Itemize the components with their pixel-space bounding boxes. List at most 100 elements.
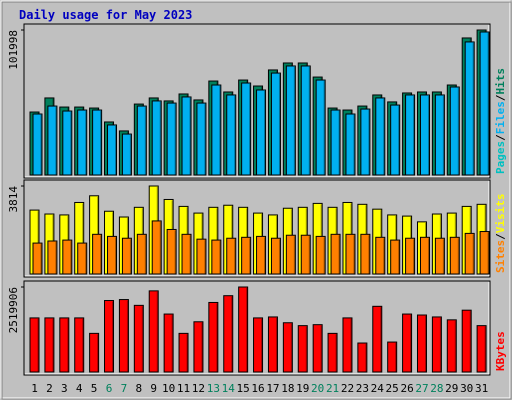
bar xyxy=(282,322,293,373)
bar xyxy=(419,236,430,275)
x-tick-label: 10 xyxy=(162,382,175,395)
x-tick-label: 14 xyxy=(222,382,236,395)
x-tick-label: 16 xyxy=(251,382,264,395)
bar xyxy=(434,94,445,176)
bar xyxy=(29,317,40,373)
bar xyxy=(118,299,129,373)
x-tick-label: 12 xyxy=(192,382,205,395)
bar xyxy=(256,235,267,275)
bar xyxy=(151,220,162,275)
bar xyxy=(238,286,249,373)
bar xyxy=(330,233,341,275)
bar xyxy=(390,104,401,176)
chart-title: Daily usage for May 2023 xyxy=(19,8,192,22)
bar xyxy=(375,97,386,176)
bar xyxy=(92,233,103,275)
bar xyxy=(181,233,192,275)
bar xyxy=(449,236,460,275)
bar xyxy=(136,105,147,176)
x-tick-label: 18 xyxy=(281,382,294,395)
x-tick-label: 4 xyxy=(76,382,83,395)
x-tick-label: 17 xyxy=(266,382,279,395)
legend-entry: Files xyxy=(494,101,507,134)
bar xyxy=(166,228,177,275)
bar xyxy=(47,105,58,176)
bar xyxy=(226,237,237,275)
bar xyxy=(479,231,490,275)
bar xyxy=(327,332,338,373)
x-tick-label: 27 xyxy=(415,382,428,395)
x-tick-label: 25 xyxy=(386,382,399,395)
bar xyxy=(193,321,204,373)
legend: Sites/Visits xyxy=(494,194,507,274)
bar xyxy=(419,94,430,176)
bar xyxy=(360,233,371,275)
bar xyxy=(464,232,475,275)
x-tick-label: 28 xyxy=(430,382,443,395)
bar xyxy=(178,332,189,373)
bar xyxy=(77,242,88,275)
legend-entry: Pages xyxy=(494,141,507,174)
y-tick-label: 3814 xyxy=(7,186,20,213)
x-tick-label: 21 xyxy=(326,382,339,395)
legend-separator: / xyxy=(494,233,507,240)
legend: KBytes xyxy=(494,331,507,371)
bar xyxy=(89,332,100,373)
bar xyxy=(345,113,356,176)
legend-entry: Sites xyxy=(494,240,507,273)
bar xyxy=(59,317,70,373)
legend-separator: / xyxy=(494,94,507,101)
bar xyxy=(345,233,356,275)
bar xyxy=(121,133,132,176)
x-tick-label: 23 xyxy=(356,382,369,395)
bar xyxy=(223,295,234,373)
x-tick-label: 1 xyxy=(31,382,38,395)
bar xyxy=(390,239,401,275)
bar xyxy=(312,324,323,373)
bar xyxy=(461,309,472,373)
bar xyxy=(270,72,281,176)
bar xyxy=(476,325,487,373)
bar xyxy=(92,109,103,176)
bar xyxy=(434,237,445,275)
bar xyxy=(387,341,398,373)
bar xyxy=(300,65,311,176)
bar xyxy=(241,236,252,275)
bar xyxy=(133,304,144,373)
x-tick-label: 24 xyxy=(371,382,385,395)
bar xyxy=(342,317,353,373)
x-tick-label: 19 xyxy=(296,382,309,395)
bar xyxy=(416,314,427,373)
y-tick-label: 101998 xyxy=(7,30,20,70)
bar xyxy=(464,41,475,176)
bar xyxy=(330,109,341,176)
bar xyxy=(77,109,88,176)
bar xyxy=(208,301,219,373)
bar xyxy=(151,100,162,176)
bar xyxy=(256,89,267,176)
bar xyxy=(211,239,222,275)
x-tick-label: 22 xyxy=(341,382,354,395)
x-tick-label: 30 xyxy=(460,382,473,395)
x-tick-label: 13 xyxy=(207,382,220,395)
x-tick-label: 7 xyxy=(121,382,128,395)
bar xyxy=(211,84,222,176)
x-tick-label: 9 xyxy=(150,382,157,395)
x-tick-label: 8 xyxy=(136,382,143,395)
bar xyxy=(32,113,43,176)
bar xyxy=(32,242,43,275)
x-tick-label: 20 xyxy=(311,382,324,395)
bar xyxy=(405,94,416,176)
bar xyxy=(375,236,386,275)
legend-entry: Hits xyxy=(494,68,507,95)
bar xyxy=(226,94,237,176)
x-tick-label: 3 xyxy=(61,382,68,395)
bar xyxy=(300,234,311,275)
bar xyxy=(402,313,413,373)
x-tick-label: 5 xyxy=(91,382,98,395)
bar xyxy=(315,79,326,176)
bar xyxy=(196,102,207,176)
bar xyxy=(166,102,177,176)
